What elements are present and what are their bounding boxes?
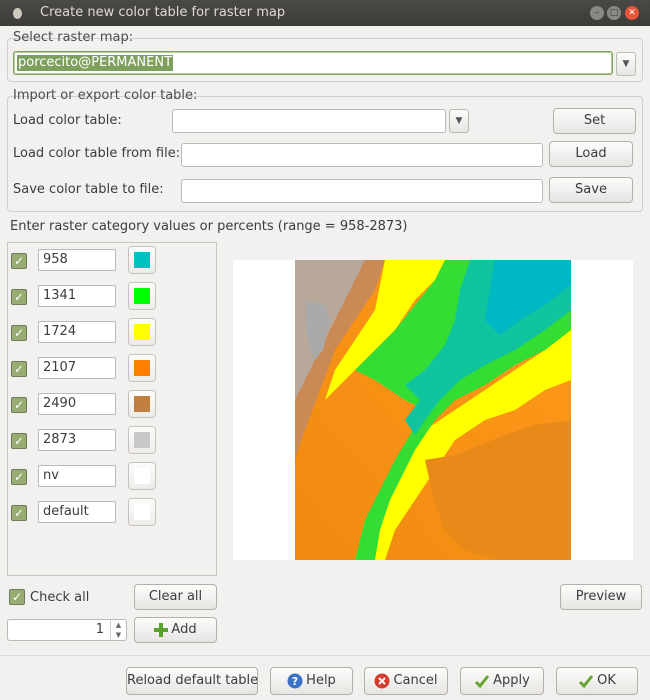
load-button[interactable]: Load — [549, 141, 633, 167]
raster-map-group — [7, 38, 643, 82]
load-from-file-label: Load color table from file: — [13, 146, 181, 161]
rule-value-input[interactable]: 2107 — [38, 357, 116, 379]
color-swatch — [134, 324, 150, 340]
rule-row: 1724 — [8, 315, 216, 351]
clear-all-button[interactable]: Clear all — [134, 584, 217, 610]
title-bar: Create new color table for raster map – … — [0, 0, 650, 26]
color-swatch — [134, 468, 150, 484]
rule-enabled-checkbox[interactable] — [11, 325, 27, 341]
color-swatch — [134, 504, 150, 520]
import-export-group — [7, 96, 643, 212]
rule-row: 1341 — [8, 279, 216, 315]
rule-value-input[interactable]: 1341 — [38, 285, 116, 307]
raster-map-group-label: Select raster map: — [13, 30, 134, 45]
check-all-checkbox[interactable] — [9, 589, 25, 605]
rule-enabled-checkbox[interactable] — [11, 253, 27, 269]
rule-value-input[interactable]: 2873 — [38, 429, 116, 451]
help-button[interactable]: ? Help — [270, 667, 353, 695]
svg-text:?: ? — [292, 675, 298, 688]
raster-map-value: porcecito@PERMANENT — [17, 55, 174, 71]
save-to-file-input[interactable] — [181, 179, 543, 203]
minimize-icon[interactable]: – — [590, 6, 604, 20]
rule-color-button[interactable] — [128, 390, 156, 418]
help-icon: ? — [287, 673, 303, 688]
app-icon — [13, 8, 22, 19]
rule-value-input[interactable]: nv — [38, 465, 116, 487]
rule-row: nv — [8, 459, 216, 495]
save-button[interactable]: Save — [549, 177, 633, 203]
color-swatch — [134, 360, 150, 376]
color-swatch — [134, 396, 150, 412]
rule-row: 2107 — [8, 351, 216, 387]
rule-color-button[interactable] — [128, 498, 156, 526]
close-icon[interactable]: ✕ — [625, 6, 639, 20]
load-color-table-label: Load color table: — [13, 113, 122, 128]
rule-enabled-checkbox[interactable] — [11, 433, 27, 449]
color-swatch — [134, 252, 150, 268]
load-color-table-input[interactable] — [172, 109, 446, 133]
chevron-down-icon: ▼ — [455, 116, 463, 126]
add-count-value: 1 — [95, 622, 104, 637]
load-color-table-dropdown-button[interactable]: ▼ — [449, 109, 469, 133]
checkmark-icon — [579, 674, 594, 688]
rule-enabled-checkbox[interactable] — [11, 397, 27, 413]
chevron-down-icon: ▼ — [622, 59, 630, 69]
cancel-icon — [374, 673, 390, 688]
plus-icon — [154, 622, 169, 637]
rule-value-input[interactable]: 2490 — [38, 393, 116, 415]
check-all-label: Check all — [30, 590, 90, 605]
rule-row: 958 — [8, 243, 216, 279]
rule-enabled-checkbox[interactable] — [11, 289, 27, 305]
rules-list: 958 1341 1724 2107 2490 2873 nv default — [7, 242, 217, 576]
ok-button-label: OK — [597, 673, 616, 688]
rule-value-input[interactable]: 958 — [38, 249, 116, 271]
add-button[interactable]: Add — [134, 617, 217, 643]
footer-separator — [0, 655, 650, 656]
rule-enabled-checkbox[interactable] — [11, 361, 27, 377]
apply-button-label: Apply — [493, 673, 530, 688]
color-swatch — [134, 288, 150, 304]
rule-color-button[interactable] — [128, 246, 156, 274]
rule-color-button[interactable] — [128, 426, 156, 454]
rule-value-input[interactable]: default — [38, 501, 116, 523]
save-to-file-label: Save color table to file: — [13, 182, 164, 197]
ok-button[interactable]: OK — [556, 667, 638, 695]
set-button[interactable]: Set — [553, 108, 636, 134]
rule-row: default — [8, 495, 216, 531]
rule-enabled-checkbox[interactable] — [11, 469, 27, 485]
rule-color-button[interactable] — [128, 354, 156, 382]
raster-map-dropdown-button[interactable]: ▼ — [616, 52, 636, 76]
rule-row: 2490 — [8, 387, 216, 423]
load-from-file-input[interactable] — [181, 143, 543, 167]
reload-default-table-button[interactable]: Reload default table — [126, 667, 258, 695]
rules-header: Enter raster category values or percents… — [10, 219, 408, 234]
rule-color-button[interactable] — [128, 282, 156, 310]
checkmark-icon — [475, 674, 490, 688]
add-button-label: Add — [171, 622, 197, 637]
import-export-group-label: Import or export color table: — [13, 88, 198, 103]
rule-color-button[interactable] — [128, 462, 156, 490]
raster-map-input[interactable]: porcecito@PERMANENT — [13, 51, 613, 75]
rule-value-input[interactable]: 1724 — [38, 321, 116, 343]
apply-button[interactable]: Apply — [460, 667, 544, 695]
cancel-button[interactable]: Cancel — [364, 667, 448, 695]
color-swatch — [134, 432, 150, 448]
rule-row: 2873 — [8, 423, 216, 459]
add-count-stepper[interactable]: 1 ▲ ▼ — [7, 619, 127, 641]
preview-button[interactable]: Preview — [560, 584, 642, 610]
window-title: Create new color table for raster map — [40, 5, 286, 20]
help-button-label: Help — [306, 673, 336, 688]
cancel-button-label: Cancel — [393, 673, 438, 688]
maximize-icon[interactable]: □ — [607, 6, 621, 20]
rule-enabled-checkbox[interactable] — [11, 505, 27, 521]
raster-preview-image — [295, 260, 571, 560]
stepper-arrows-icon[interactable]: ▲ ▼ — [110, 620, 126, 640]
rule-color-button[interactable] — [128, 318, 156, 346]
